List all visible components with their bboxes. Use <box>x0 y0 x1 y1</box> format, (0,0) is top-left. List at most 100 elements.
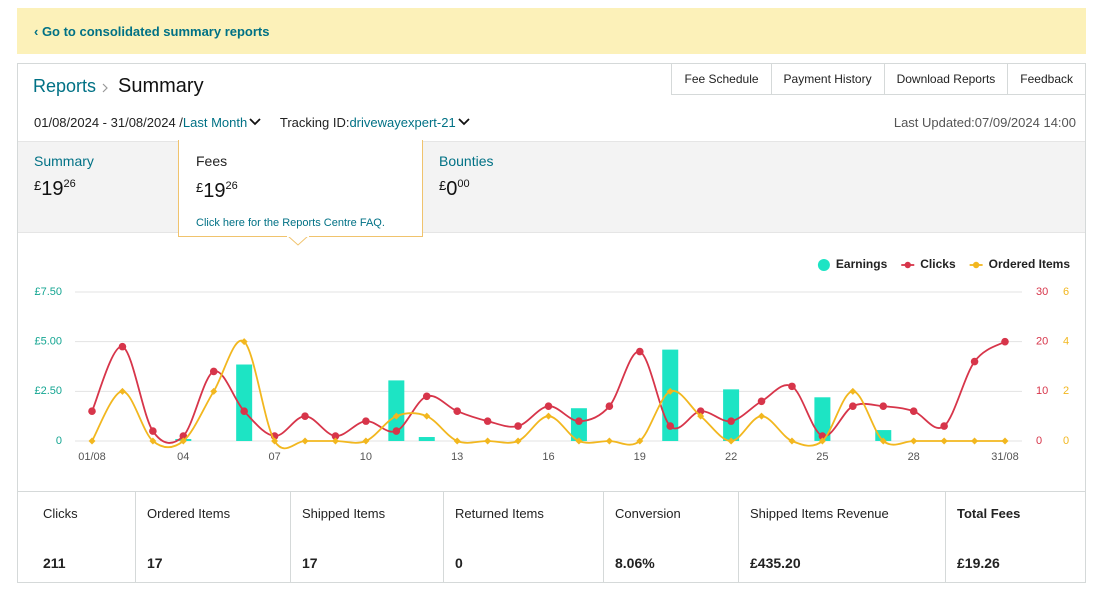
y-tick-label: £5.00 <box>34 336 62 348</box>
faq-link[interactable]: Click here for the Reports Centre FAQ. <box>196 217 385 229</box>
stats-row: Clicks 211 Ordered Items 17 Shipped Items 1… <box>18 491 1085 582</box>
point <box>666 387 674 395</box>
y-tick-label: 30 <box>1036 286 1048 298</box>
y-tick-label: 4 <box>1063 336 1069 348</box>
consolidated-link[interactable]: ‹ Go to consolidated summary reports <box>34 24 270 39</box>
point <box>423 412 431 420</box>
point <box>788 437 796 445</box>
point <box>362 437 370 445</box>
point <box>514 437 522 445</box>
card-value: £000 <box>439 178 493 201</box>
legend-swatch <box>817 259 830 271</box>
stat-label: Conversion <box>615 506 681 521</box>
y-tick-label: 2 <box>1063 385 1069 397</box>
point <box>331 437 339 445</box>
stat-label: Ordered Items <box>147 506 231 521</box>
y-tick-label: £7.50 <box>34 286 62 298</box>
point <box>301 412 309 420</box>
point <box>362 417 370 425</box>
stat-value: 17 <box>147 555 163 571</box>
currency: £ <box>196 180 204 195</box>
breadcrumb[interactable]: Reports <box>33 76 97 96</box>
point <box>605 437 613 445</box>
stat-cell: Shipped Items 17 <box>290 492 443 582</box>
point <box>910 437 918 445</box>
period-select[interactable]: Last Month <box>182 115 248 130</box>
point <box>149 437 157 445</box>
currency: £ <box>439 178 447 193</box>
fraction: 26 <box>225 180 238 192</box>
stat-cell: Ordered Items 17 <box>135 492 290 582</box>
bar <box>418 437 435 441</box>
bar <box>388 380 405 441</box>
y-tick-label: 6 <box>1063 286 1069 298</box>
stat-value: 17 <box>302 555 318 571</box>
point <box>484 437 492 445</box>
legend-label: Clicks <box>920 257 956 271</box>
point <box>331 432 340 440</box>
point <box>879 437 887 445</box>
point <box>240 407 248 416</box>
point <box>453 407 462 416</box>
whole: 0 <box>446 178 458 200</box>
y-tick-label: 0 <box>56 435 62 447</box>
point <box>271 437 279 445</box>
legend-label: Earnings <box>836 257 888 271</box>
tracking-select[interactable]: drivewayexpert-21 <box>349 115 456 130</box>
point <box>1001 337 1009 346</box>
filter-row: 01/08/2024 - 31/08/2024 /Last Month Trac… <box>34 115 471 130</box>
x-tick-label: 07 <box>268 451 280 463</box>
card-value: £1926 <box>34 178 94 201</box>
point <box>757 397 766 406</box>
stat-cell: Shipped Items Revenue £435.20 <box>738 492 945 582</box>
fraction: 26 <box>63 178 76 190</box>
card-label: Bounties <box>439 153 494 169</box>
x-tick-label: 22 <box>725 451 737 463</box>
fees-card[interactable]: Fees £1926 Click here for the Reports Ce… <box>178 140 423 237</box>
payment-history-button[interactable]: Payment History <box>770 64 884 95</box>
x-tick-label: 19 <box>634 451 646 463</box>
stat-label: Total Fees <box>957 506 1021 521</box>
stat-value: £19.26 <box>957 555 1000 571</box>
bounties-card[interactable]: Bounties £000 <box>439 153 493 201</box>
card-value: £1926 <box>196 180 238 203</box>
point <box>240 338 248 346</box>
point <box>422 392 431 401</box>
point <box>544 402 553 411</box>
x-tick-label: 16 <box>542 451 554 463</box>
breadcrumb-separator <box>102 83 108 93</box>
summary-card[interactable]: Summary £1926 <box>34 153 94 201</box>
card-label: Fees <box>196 153 228 169</box>
stat-value: 8.06% <box>615 555 655 571</box>
point <box>727 417 735 425</box>
point <box>88 407 96 416</box>
whole: 19 <box>41 178 64 200</box>
date-range: 01/08/2024 - 31/08/2024 / <box>34 115 183 130</box>
download-reports-button[interactable]: Download Reports <box>883 64 1008 95</box>
point <box>666 422 675 430</box>
banner: ‹ Go to consolidated summary reports <box>17 8 1086 54</box>
stat-value: £435.20 <box>750 555 801 571</box>
legend-swatch <box>972 261 980 269</box>
currency: £ <box>34 178 42 193</box>
fraction: 00 <box>457 178 470 190</box>
last-updated: Last Updated:07/09/2024 14:00 <box>893 115 1076 130</box>
point <box>575 437 583 445</box>
feedback-button[interactable]: Feedback <box>1007 64 1085 95</box>
point <box>909 407 918 416</box>
fee-schedule-button[interactable]: Fee Schedule <box>671 64 771 95</box>
stat-label: Clicks <box>43 506 78 521</box>
bar <box>236 364 253 441</box>
point <box>818 437 826 445</box>
x-tick-label: 04 <box>177 451 189 463</box>
chevron <box>249 118 261 126</box>
point <box>453 437 461 445</box>
point <box>940 422 948 430</box>
popover-pointer <box>287 235 309 246</box>
point <box>392 427 401 435</box>
point <box>392 412 400 420</box>
point <box>636 437 644 445</box>
point <box>605 402 614 411</box>
tracking-label: Tracking ID: <box>279 115 350 130</box>
point <box>1001 437 1009 445</box>
